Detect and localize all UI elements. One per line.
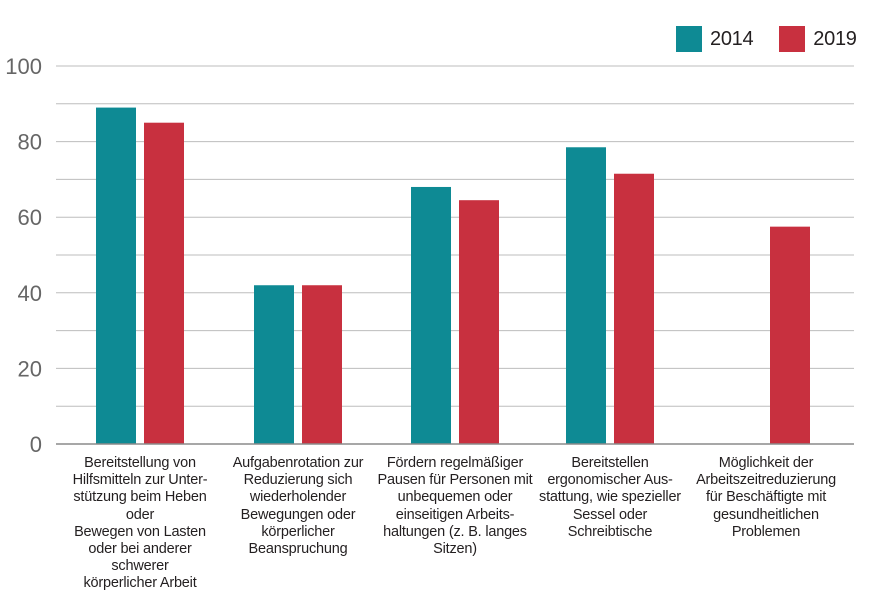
x-category-label-line: haltungen (z. B. langes — [383, 523, 527, 540]
x-category-label-line: körperlicher — [261, 523, 335, 540]
x-category-label-line: Sessel oder — [572, 506, 648, 523]
bar-2014-0 — [96, 107, 136, 444]
legend-swatch-2019 — [779, 26, 806, 52]
x-category-label-line: Arbeitszeitreduzierung — [696, 472, 836, 489]
y-tick-label: 80 — [18, 130, 42, 155]
y-axis-ticks: 0 20 40 60 80 100 — [5, 54, 42, 457]
bar-2019-2 — [459, 200, 499, 444]
legend: 2014 2019 — [676, 26, 857, 52]
x-category-label-line: Reduzierung sich — [243, 472, 353, 489]
x-category-label-line: Bewegungen oder — [240, 506, 356, 523]
x-category-label-line: unbequemen oder — [397, 489, 513, 506]
x-category-label: Möglichkeit der Arbeitszeitreduzierung für… — [686, 455, 846, 541]
x-category-label-line: wiederholender — [249, 489, 347, 506]
y-tick-label: 0 — [30, 432, 42, 457]
legend-label-2014: 2014 — [710, 27, 754, 50]
bar-2019-4 — [770, 226, 810, 444]
x-category-label-line: stattung, wie spezieller — [539, 489, 681, 506]
x-category-label-line: Schreibtische — [567, 523, 653, 540]
y-tick-label: 20 — [18, 356, 42, 381]
x-category-label-line: Aufgabenrotation zur — [232, 455, 364, 471]
x-category-label-line: Bereitstellung von — [84, 455, 196, 471]
bar-2019-0 — [144, 122, 184, 444]
x-category-label-line: Bewegen von Lasten — [74, 523, 206, 540]
bars — [96, 107, 810, 445]
x-category-label-line: Sitzen) — [433, 541, 477, 558]
legend-item-2014: 2014 — [676, 26, 754, 52]
y-tick-label: 100 — [5, 54, 42, 79]
bar-2019-3 — [614, 173, 654, 445]
x-category-label-line: einseitigen Arbeits- — [395, 506, 515, 523]
x-category-label-line: Problemen — [731, 523, 801, 540]
x-category-label-line: Bereitstellen — [571, 455, 649, 471]
x-category-label: Bereitstellen ergonomischer Aus-stattung,… — [530, 455, 690, 541]
legend-swatch-2014 — [676, 26, 702, 52]
x-category-label-line: Möglichkeit der — [718, 455, 814, 471]
gridlines — [56, 65, 854, 407]
legend-item-2019: 2019 — [779, 26, 857, 52]
x-category-label-line: Fördern regelmäßiger — [386, 455, 524, 471]
x-category-label: Bereitstellung von Hilfsmitteln zur Unter… — [60, 455, 220, 593]
bar-2014-2 — [411, 186, 451, 444]
x-category-label-line: stützung beim Heben oder — [73, 489, 207, 523]
bar-2014-1 — [254, 285, 294, 444]
x-category-label-line: für Beschäftigte mit — [705, 489, 827, 506]
y-tick-label: 60 — [18, 205, 42, 230]
y-tick-label: 40 — [18, 281, 42, 306]
x-category-label: Fördern regelmäßiger Pausen für Personen … — [375, 455, 535, 558]
x-category-label-line: oder bei anderer schwerer — [88, 541, 192, 575]
x-category-label-line: körperlicher Arbeit — [83, 575, 197, 592]
x-category-label-line: Beanspruchung — [248, 541, 348, 558]
x-category-label-line: Pausen für Personen mit — [377, 472, 533, 489]
bar-2019-1 — [302, 285, 342, 444]
x-category-label-line: Hilfsmitteln zur Unter- — [72, 472, 208, 489]
x-category-label-line: ergonomischer Aus- — [547, 472, 673, 489]
legend-label-2019: 2019 — [813, 27, 857, 50]
x-category-label: Aufgabenrotation zur Reduzierung sich wied… — [218, 455, 378, 558]
x-category-label-line: gesundheitlichen — [713, 506, 819, 523]
bar-2014-3 — [566, 147, 606, 444]
